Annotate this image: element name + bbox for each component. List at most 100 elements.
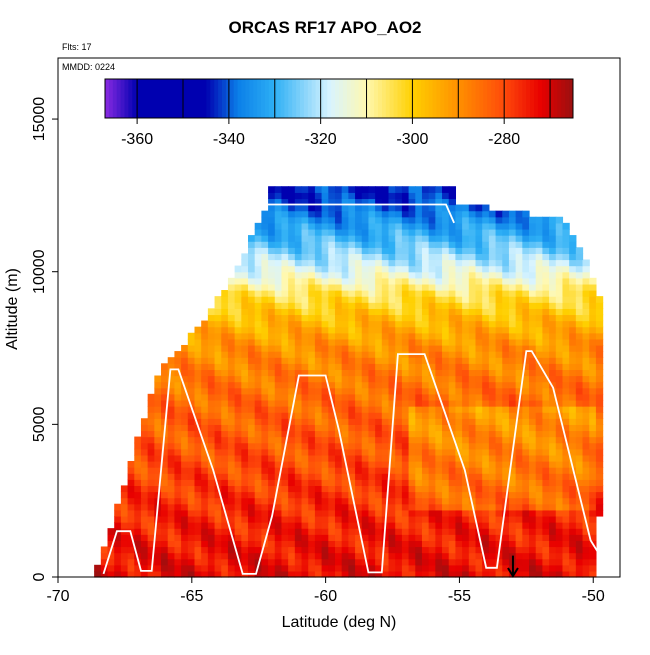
heatmap-cell <box>227 387 236 395</box>
heatmap-cell <box>308 503 316 511</box>
heatmap-cell <box>248 448 256 456</box>
heatmap-cell <box>475 277 483 285</box>
heatmap-cell <box>435 204 443 212</box>
heatmap-cell <box>361 210 370 218</box>
heatmap-cell <box>194 448 202 456</box>
heatmap-cell <box>515 326 523 334</box>
heatmap-cell <box>522 283 530 291</box>
heatmap-cell <box>468 277 477 285</box>
heatmap-cell <box>308 222 316 230</box>
heatmap-cell <box>214 546 222 554</box>
heatmap-cell <box>555 375 564 383</box>
heatmap-cell <box>261 222 269 230</box>
heatmap-cell <box>375 363 383 370</box>
heatmap-cell <box>227 399 236 407</box>
heatmap-cell <box>462 277 470 285</box>
heatmap-cell <box>355 228 363 236</box>
heatmap-cell <box>522 399 530 407</box>
heatmap-cell <box>462 296 470 303</box>
heatmap-cell <box>314 491 323 499</box>
heatmap-cell <box>395 344 403 352</box>
heatmap-cell <box>348 357 356 364</box>
heatmap-cell <box>234 460 242 468</box>
heatmap-cell <box>589 406 597 413</box>
heatmap-cell <box>502 326 510 334</box>
heatmap-cell <box>495 534 503 541</box>
heatmap-cell <box>241 283 249 291</box>
heatmap-cell <box>107 534 115 541</box>
heatmap-cell <box>482 277 490 285</box>
heatmap-cell <box>515 564 523 572</box>
heatmap-cell <box>421 393 430 401</box>
heatmap-cell <box>468 204 477 212</box>
heatmap-cell <box>314 534 323 541</box>
heatmap-cell <box>221 528 229 535</box>
heatmap-cell <box>248 546 256 554</box>
heatmap-cell <box>301 314 309 322</box>
heatmap-cell <box>455 473 463 480</box>
heatmap-cell <box>261 277 269 285</box>
heatmap-cell <box>288 387 296 395</box>
heatmap-cell <box>334 235 343 242</box>
heatmap-cell <box>529 436 537 444</box>
heatmap-cell <box>415 393 423 401</box>
heatmap-cell <box>181 406 189 413</box>
heatmap-cell <box>401 540 410 548</box>
heatmap-cell <box>415 552 423 560</box>
heatmap-cell <box>348 430 356 438</box>
heatmap-cell <box>595 381 604 389</box>
heatmap-cell <box>328 479 336 487</box>
heatmap-cell <box>174 412 182 419</box>
heatmap-cell <box>529 564 537 572</box>
heatmap-cell <box>274 552 283 560</box>
heatmap-cell <box>595 326 604 334</box>
heatmap-cell <box>167 387 176 395</box>
heatmap-cell <box>127 479 135 487</box>
heatmap-cell <box>174 497 182 505</box>
heatmap-cell <box>254 552 262 560</box>
heatmap-cell <box>455 515 463 523</box>
heatmap-cell <box>415 424 423 432</box>
heatmap-cell <box>381 204 390 212</box>
heatmap-cell <box>395 314 403 322</box>
heatmap-cell <box>134 515 142 523</box>
heatmap-cell <box>455 338 463 346</box>
heatmap-cell <box>448 387 457 395</box>
heatmap-cell <box>274 491 283 499</box>
heatmap-cell <box>455 375 463 383</box>
heatmap-cell <box>314 497 323 505</box>
heatmap-cell <box>381 228 390 236</box>
heatmap-cell <box>549 277 557 285</box>
heatmap-cell <box>381 375 390 383</box>
heatmap-cell <box>421 235 430 242</box>
heatmap-cell <box>301 546 309 554</box>
heatmap-cell <box>428 399 436 407</box>
heatmap-cell <box>248 467 256 474</box>
heatmap-cell <box>328 302 336 309</box>
heatmap-cell <box>408 473 416 480</box>
colorbar-segment <box>401 79 406 118</box>
heatmap-cell <box>381 314 390 322</box>
heatmap-cell <box>281 216 289 224</box>
heatmap-cell <box>120 546 129 554</box>
heatmap-cell <box>475 436 483 444</box>
heatmap-cell <box>201 485 209 493</box>
heatmap-cell <box>455 277 463 285</box>
heatmap-cell <box>127 491 135 499</box>
heatmap-cell <box>448 296 457 303</box>
heatmap-cell <box>395 253 403 261</box>
heatmap-cell <box>227 564 236 572</box>
heatmap-cell <box>555 430 564 438</box>
heatmap-cell <box>227 546 236 554</box>
heatmap-cell <box>435 241 443 248</box>
heatmap-cell <box>355 302 363 309</box>
heatmap-cell <box>589 430 597 438</box>
heatmap-cell <box>201 564 209 572</box>
heatmap-cell <box>381 363 390 370</box>
heatmap-cell <box>361 338 370 346</box>
heatmap-cell <box>522 216 530 224</box>
heatmap-cell <box>368 241 376 248</box>
heatmap-cell <box>321 436 329 444</box>
heatmap-cell <box>234 485 242 493</box>
colorbar-segment <box>487 79 492 118</box>
